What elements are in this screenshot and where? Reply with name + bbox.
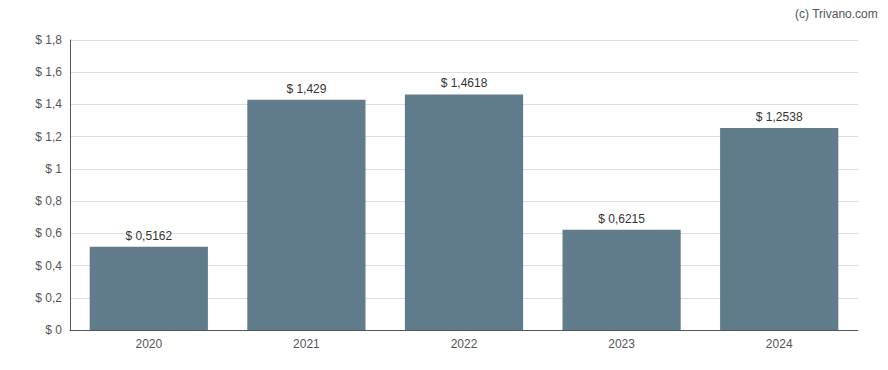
svg-text:$ 0,5162: $ 0,5162	[125, 229, 172, 243]
svg-text:(c) Trivano.com: (c) Trivano.com	[795, 7, 878, 21]
svg-text:2024: 2024	[766, 337, 793, 351]
svg-text:$ 1,6: $ 1,6	[35, 65, 62, 79]
svg-text:2022: 2022	[451, 337, 478, 351]
svg-text:$ 0,4: $ 0,4	[35, 259, 62, 273]
svg-text:$ 0,6215: $ 0,6215	[598, 212, 645, 226]
svg-text:$ 1,4: $ 1,4	[35, 97, 62, 111]
svg-text:2021: 2021	[293, 337, 320, 351]
svg-text:$ 1,429: $ 1,429	[286, 82, 326, 96]
svg-text:2020: 2020	[135, 337, 162, 351]
svg-text:$ 0,8: $ 0,8	[35, 194, 62, 208]
svg-text:$ 1,2538: $ 1,2538	[756, 110, 803, 124]
svg-text:$ 0: $ 0	[45, 323, 62, 337]
svg-text:$ 1: $ 1	[45, 162, 62, 176]
svg-text:2023: 2023	[608, 337, 635, 351]
svg-text:$ 1,4618: $ 1,4618	[441, 76, 488, 90]
svg-text:$ 1,2: $ 1,2	[35, 130, 62, 144]
svg-text:$ 0,6: $ 0,6	[35, 226, 62, 240]
svg-text:$ 0,2: $ 0,2	[35, 291, 62, 305]
svg-text:$ 1,8: $ 1,8	[35, 33, 62, 47]
